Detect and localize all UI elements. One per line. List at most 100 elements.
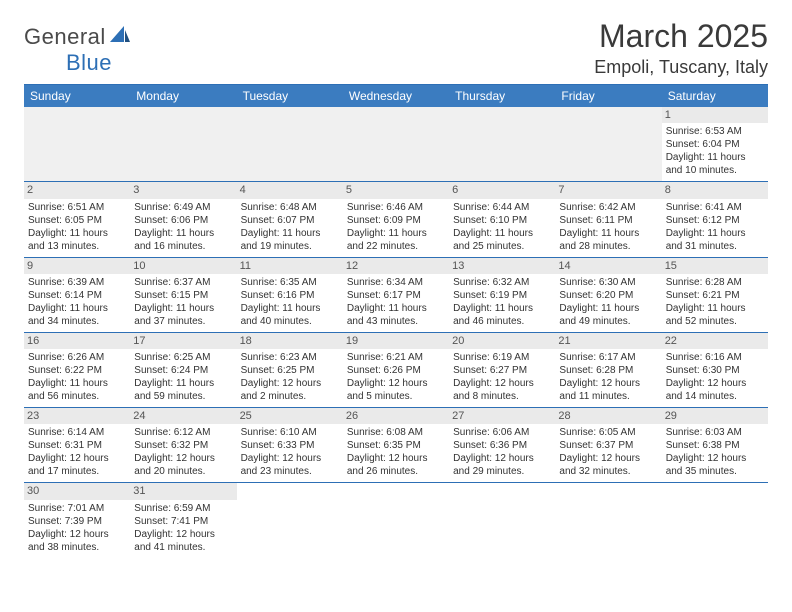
sunset-line: Sunset: 7:41 PM [134,515,232,528]
day-cell: 6Sunrise: 6:44 AMSunset: 6:10 PMDaylight… [449,182,555,256]
day-cell: 8Sunrise: 6:41 AMSunset: 6:12 PMDaylight… [662,182,768,256]
day-header-cell: Sunday [24,85,130,107]
day-header-cell: Tuesday [237,85,343,107]
day-number: 9 [24,258,130,274]
day-cell-empty [449,483,555,557]
sunrise-line: Sunrise: 6:19 AM [453,351,551,364]
sunset-line: Sunset: 6:30 PM [666,364,764,377]
day-cell: 31Sunrise: 6:59 AMSunset: 7:41 PMDayligh… [130,483,236,557]
day-cell: 10Sunrise: 6:37 AMSunset: 6:15 PMDayligh… [130,258,236,332]
day-header-cell: Monday [130,85,236,107]
day-header-row: SundayMondayTuesdayWednesdayThursdayFrid… [24,85,768,107]
sunrise-line: Sunrise: 6:06 AM [453,426,551,439]
day-cell: 24Sunrise: 6:12 AMSunset: 6:32 PMDayligh… [130,408,236,482]
week-row: 16Sunrise: 6:26 AMSunset: 6:22 PMDayligh… [24,333,768,408]
sunrise-line: Sunrise: 6:41 AM [666,201,764,214]
daylight-line: Daylight: 11 hours and 25 minutes. [453,227,551,253]
daylight-line: Daylight: 12 hours and 11 minutes. [559,377,657,403]
day-cell-empty [343,483,449,557]
day-cell-empty [449,107,555,181]
day-number: 14 [555,258,661,274]
daylight-line: Daylight: 12 hours and 8 minutes. [453,377,551,403]
day-cell: 25Sunrise: 6:10 AMSunset: 6:33 PMDayligh… [237,408,343,482]
sunset-line: Sunset: 6:33 PM [241,439,339,452]
sunrise-line: Sunrise: 6:35 AM [241,276,339,289]
day-number: 18 [237,333,343,349]
day-cell: 30Sunrise: 7:01 AMSunset: 7:39 PMDayligh… [24,483,130,557]
week-row: 1Sunrise: 6:53 AMSunset: 6:04 PMDaylight… [24,107,768,182]
day-cell-empty [237,483,343,557]
sunset-line: Sunset: 6:36 PM [453,439,551,452]
week-row: 23Sunrise: 6:14 AMSunset: 6:31 PMDayligh… [24,408,768,483]
week-row: 2Sunrise: 6:51 AMSunset: 6:05 PMDaylight… [24,182,768,257]
day-number: 29 [662,408,768,424]
sunset-line: Sunset: 6:27 PM [453,364,551,377]
day-cell-empty [555,483,661,557]
sunset-line: Sunset: 6:17 PM [347,289,445,302]
daylight-line: Daylight: 11 hours and 19 minutes. [241,227,339,253]
sunset-line: Sunset: 6:37 PM [559,439,657,452]
daylight-line: Daylight: 12 hours and 38 minutes. [28,528,126,554]
sunset-line: Sunset: 6:10 PM [453,214,551,227]
day-number: 5 [343,182,449,198]
day-cell: 22Sunrise: 6:16 AMSunset: 6:30 PMDayligh… [662,333,768,407]
day-number: 15 [662,258,768,274]
sunrise-line: Sunrise: 6:37 AM [134,276,232,289]
daylight-line: Daylight: 11 hours and 10 minutes. [666,151,764,177]
calendar: SundayMondayTuesdayWednesdayThursdayFrid… [24,84,768,558]
sunset-line: Sunset: 6:20 PM [559,289,657,302]
day-cell-empty [555,107,661,181]
day-number: 11 [237,258,343,274]
sunrise-line: Sunrise: 6:30 AM [559,276,657,289]
header-row: GeneralBlue March 2025 Empoli, Tuscany, … [24,18,768,78]
daylight-line: Daylight: 12 hours and 17 minutes. [28,452,126,478]
day-number: 21 [555,333,661,349]
day-cell: 29Sunrise: 6:03 AMSunset: 6:38 PMDayligh… [662,408,768,482]
sunset-line: Sunset: 6:35 PM [347,439,445,452]
day-number: 12 [343,258,449,274]
daylight-line: Daylight: 11 hours and 31 minutes. [666,227,764,253]
sunset-line: Sunset: 6:26 PM [347,364,445,377]
day-header-cell: Wednesday [343,85,449,107]
week-row: 9Sunrise: 6:39 AMSunset: 6:14 PMDaylight… [24,258,768,333]
day-number: 26 [343,408,449,424]
day-number: 19 [343,333,449,349]
daylight-line: Daylight: 12 hours and 35 minutes. [666,452,764,478]
sunrise-line: Sunrise: 6:59 AM [134,502,232,515]
day-number: 24 [130,408,236,424]
logo-text-1: General [24,24,106,49]
day-cell: 19Sunrise: 6:21 AMSunset: 6:26 PMDayligh… [343,333,449,407]
day-cell: 12Sunrise: 6:34 AMSunset: 6:17 PMDayligh… [343,258,449,332]
sunset-line: Sunset: 6:31 PM [28,439,126,452]
day-number: 3 [130,182,236,198]
sunrise-line: Sunrise: 6:34 AM [347,276,445,289]
sunrise-line: Sunrise: 6:12 AM [134,426,232,439]
day-cell: 27Sunrise: 6:06 AMSunset: 6:36 PMDayligh… [449,408,555,482]
day-number: 13 [449,258,555,274]
day-header-cell: Friday [555,85,661,107]
day-number: 7 [555,182,661,198]
sunrise-line: Sunrise: 6:28 AM [666,276,764,289]
sunrise-line: Sunrise: 6:05 AM [559,426,657,439]
day-number: 27 [449,408,555,424]
daylight-line: Daylight: 11 hours and 37 minutes. [134,302,232,328]
sunset-line: Sunset: 6:11 PM [559,214,657,227]
daylight-line: Daylight: 11 hours and 22 minutes. [347,227,445,253]
sunset-line: Sunset: 6:15 PM [134,289,232,302]
day-cell: 18Sunrise: 6:23 AMSunset: 6:25 PMDayligh… [237,333,343,407]
day-cell: 14Sunrise: 6:30 AMSunset: 6:20 PMDayligh… [555,258,661,332]
day-cell: 26Sunrise: 6:08 AMSunset: 6:35 PMDayligh… [343,408,449,482]
daylight-line: Daylight: 11 hours and 52 minutes. [666,302,764,328]
day-cell: 15Sunrise: 6:28 AMSunset: 6:21 PMDayligh… [662,258,768,332]
day-cell: 23Sunrise: 6:14 AMSunset: 6:31 PMDayligh… [24,408,130,482]
sunrise-line: Sunrise: 6:39 AM [28,276,126,289]
sunrise-line: Sunrise: 6:42 AM [559,201,657,214]
daylight-line: Daylight: 12 hours and 23 minutes. [241,452,339,478]
day-number: 25 [237,408,343,424]
day-cell: 1Sunrise: 6:53 AMSunset: 6:04 PMDaylight… [662,107,768,181]
day-number: 16 [24,333,130,349]
day-cell: 16Sunrise: 6:26 AMSunset: 6:22 PMDayligh… [24,333,130,407]
daylight-line: Daylight: 12 hours and 32 minutes. [559,452,657,478]
sunset-line: Sunset: 6:28 PM [559,364,657,377]
logo: GeneralBlue [24,18,130,76]
